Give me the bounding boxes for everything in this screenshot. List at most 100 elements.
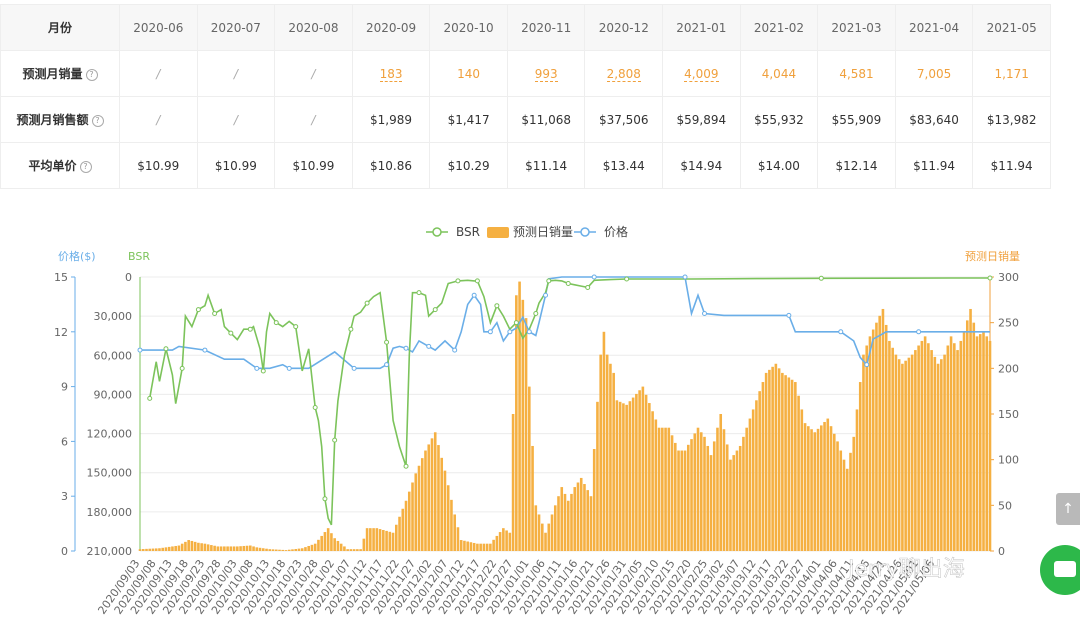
sales-tick-label: 300 bbox=[998, 271, 1019, 284]
row-label: 预测月销售额? bbox=[0, 96, 120, 143]
table-cell[interactable]: 993 bbox=[506, 50, 586, 97]
sales-bar bbox=[203, 543, 207, 551]
price-point bbox=[137, 347, 143, 353]
sales-bar bbox=[453, 514, 456, 551]
price-point bbox=[403, 345, 409, 351]
table-cell: $14.00 bbox=[739, 142, 819, 189]
sales-bar bbox=[651, 411, 654, 551]
sales-bar bbox=[284, 550, 288, 551]
price-axis-title: 价格($) bbox=[58, 249, 96, 263]
sales-bar bbox=[430, 438, 434, 551]
table-cell: $1,989 bbox=[351, 96, 431, 143]
sales-bar bbox=[842, 459, 846, 551]
watermark-text: Jerry聊出海 bbox=[846, 557, 965, 582]
sales-bar bbox=[609, 363, 612, 551]
sales-bar bbox=[417, 465, 421, 551]
sales-bar bbox=[326, 528, 330, 551]
sales-bar bbox=[868, 336, 872, 551]
price-point bbox=[384, 362, 390, 368]
sales-bar bbox=[566, 500, 570, 551]
help-icon[interactable]: ? bbox=[85, 68, 98, 81]
sales-bar bbox=[917, 345, 920, 551]
sales-bar bbox=[197, 542, 200, 551]
bsr-point bbox=[533, 311, 539, 317]
sales-bar bbox=[229, 546, 233, 551]
price-point bbox=[286, 365, 292, 371]
sales-bar bbox=[615, 400, 619, 551]
sales-bar bbox=[807, 426, 810, 551]
sales-bar bbox=[190, 540, 194, 551]
sales-bar bbox=[618, 401, 622, 551]
month-header-2021-04: 2021-04 bbox=[894, 4, 974, 51]
row-label: 预测月销量? bbox=[0, 50, 120, 97]
month-header-2020-07: 2020-07 bbox=[196, 4, 276, 51]
sales-bar bbox=[576, 482, 580, 551]
sales-bar bbox=[463, 540, 466, 551]
sales-bar bbox=[891, 347, 894, 551]
table-cell: $10.99 bbox=[119, 142, 198, 189]
sales-bar bbox=[255, 547, 259, 551]
sales-bar bbox=[982, 331, 985, 551]
price-point bbox=[916, 329, 922, 335]
price-point bbox=[426, 343, 432, 349]
sales-bar bbox=[839, 450, 843, 551]
table-cell[interactable]: 183 bbox=[351, 50, 431, 97]
table-cell: $59,894 bbox=[662, 96, 741, 143]
sales-bar bbox=[657, 427, 661, 551]
sales-bar bbox=[557, 496, 560, 551]
bsr-tick-label: 0 bbox=[125, 271, 132, 284]
table-cell: $11.14 bbox=[506, 142, 586, 189]
price-point bbox=[254, 365, 260, 371]
table-cell: / bbox=[196, 96, 276, 143]
sales-bar bbox=[407, 491, 411, 551]
table-body: 预测月销量? / //183 140 993 2,808 4,009 4,044 4,581 7,… bbox=[0, 50, 1051, 189]
sales-bar bbox=[346, 549, 349, 551]
sales-bar bbox=[141, 549, 145, 551]
sales-bar bbox=[722, 429, 726, 551]
table-cell: 140 bbox=[429, 50, 508, 97]
price-point bbox=[487, 329, 493, 335]
sales-bar bbox=[661, 427, 664, 551]
sales-bar bbox=[180, 543, 184, 551]
help-icon[interactable]: ? bbox=[79, 160, 92, 173]
sales-bar bbox=[583, 484, 586, 551]
table-cell: $11.94 bbox=[972, 142, 1051, 189]
sales-bar bbox=[537, 514, 541, 551]
sales-bar bbox=[774, 363, 778, 551]
bsr-tick-label: 30,000 bbox=[94, 310, 133, 323]
sales-bar bbox=[310, 544, 314, 551]
sales-bar bbox=[852, 436, 856, 551]
sales-bar bbox=[735, 450, 739, 551]
sales-bar bbox=[965, 320, 969, 551]
table-cell[interactable]: 2,808 bbox=[584, 50, 664, 97]
sales-bar bbox=[336, 540, 340, 551]
sales-bar bbox=[359, 549, 362, 551]
help-icon[interactable]: ? bbox=[91, 114, 104, 127]
month-header-2021-02: 2021-02 bbox=[739, 4, 819, 51]
sales-bar bbox=[511, 414, 515, 551]
sales-bar bbox=[167, 546, 171, 551]
sales-bar bbox=[401, 508, 405, 551]
sales-bar bbox=[800, 409, 804, 551]
sales-bar bbox=[884, 324, 888, 551]
bsr-point bbox=[312, 404, 318, 410]
scroll-to-top-button[interactable]: ↑ bbox=[1056, 493, 1080, 525]
sales-bar bbox=[544, 532, 547, 551]
sales-bar bbox=[395, 524, 398, 551]
sales-bar bbox=[699, 432, 703, 551]
sales-bar bbox=[894, 354, 898, 551]
sales-bar bbox=[540, 523, 544, 551]
bsr-point bbox=[195, 307, 201, 313]
sales-bar bbox=[518, 281, 521, 551]
table-cell[interactable]: 4,009 bbox=[662, 50, 741, 97]
table-cell: 4,581 bbox=[817, 50, 896, 97]
sales-bar bbox=[674, 442, 677, 551]
chat-button[interactable] bbox=[1040, 545, 1080, 595]
sales-bar bbox=[349, 549, 353, 551]
price-point bbox=[543, 292, 549, 298]
sales-tick-label: 150 bbox=[998, 408, 1019, 421]
price-tick-label: 0 bbox=[61, 545, 68, 558]
sales-bar bbox=[223, 546, 226, 551]
bsr-point bbox=[332, 437, 338, 443]
sales-bar bbox=[469, 542, 473, 551]
